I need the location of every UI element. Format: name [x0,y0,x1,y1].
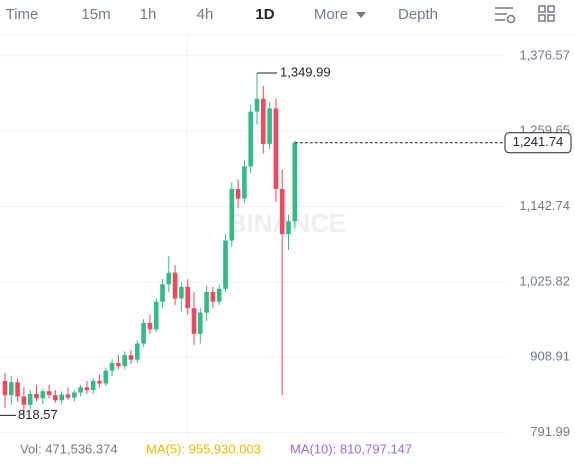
candle-body [21,396,27,405]
candle-body [261,98,266,144]
high-label: 1,349.99 [280,64,331,79]
y-tick-label: 1,142.74 [519,198,570,213]
toolbar-tab[interactable]: Time [6,6,39,23]
candle-body [267,108,272,144]
ma5-label: MA(5): 955,930.003 [146,441,261,456]
candle-body [78,387,83,393]
layout-icon [538,14,546,22]
candle-body [2,380,8,396]
more-caret [356,12,366,18]
ma10-label: MA(10): 810,797.147 [290,441,412,456]
y-tick-label: 1,025.82 [519,273,570,288]
candle-body [160,284,165,302]
candle-body [34,393,39,399]
y-tick-label: 791.99 [530,424,570,439]
candle-body [191,308,197,334]
toolbar-tab[interactable]: 1D [255,6,274,23]
candle-body [90,380,96,390]
candle-body [229,188,235,241]
candle-body [254,98,260,112]
candle-body [116,362,121,367]
indicator-icon[interactable] [495,7,513,21]
candle-body [15,382,20,397]
candle-body [141,322,146,344]
toolbar-tab[interactable]: 1h [140,6,157,23]
toolbar-tab[interactable]: More [314,6,348,23]
candle-body [103,370,109,384]
candle-body [9,382,14,396]
indicator-icon-dot [506,14,516,24]
candle-body [204,292,209,313]
layout-icon [547,5,555,13]
candle-body [273,108,279,189]
candle-body [166,272,172,285]
candle-body [27,393,33,405]
candle-body [65,394,71,398]
candle-body [248,111,253,167]
candle-body [210,292,216,302]
candle-body [72,392,77,398]
candle-body [40,391,46,399]
candle-body [53,395,58,401]
y-tick-label: 1,376.57 [519,47,570,62]
low-label: 818.57 [18,407,58,422]
candle-body [153,301,159,330]
candle-body [147,322,153,330]
candle-body [122,355,127,367]
candle-body [198,312,203,334]
candle-body [172,272,178,299]
layout-icon [547,14,555,22]
last-price-box [504,132,572,154]
toolbar-tab[interactable]: 15m [81,6,110,23]
last-price-label: 1,241.74 [513,134,564,149]
toolbar-tab[interactable]: 4h [197,6,214,23]
candle-body [84,387,90,390]
candle-body [292,142,298,222]
y-tick-label: 908.91 [530,349,570,364]
candle-body [97,380,102,384]
candle-body [46,391,52,396]
candle-body [235,188,241,199]
candle-body [242,166,247,199]
toolbar-tab[interactable]: Depth [398,6,438,23]
candle-body [279,188,285,235]
layout-icon[interactable] [538,5,546,13]
toolbar-icons [495,5,555,24]
candle-body [109,362,115,371]
vol-label: Vol: 471,536.374 [20,441,118,456]
candle-body [179,286,184,299]
candle-body [185,286,190,309]
candle-body [223,240,228,289]
candle-body [216,288,222,302]
candle-body [286,221,291,235]
candle-body [128,355,134,360]
candle-body [135,343,140,360]
candle-body [59,394,64,401]
